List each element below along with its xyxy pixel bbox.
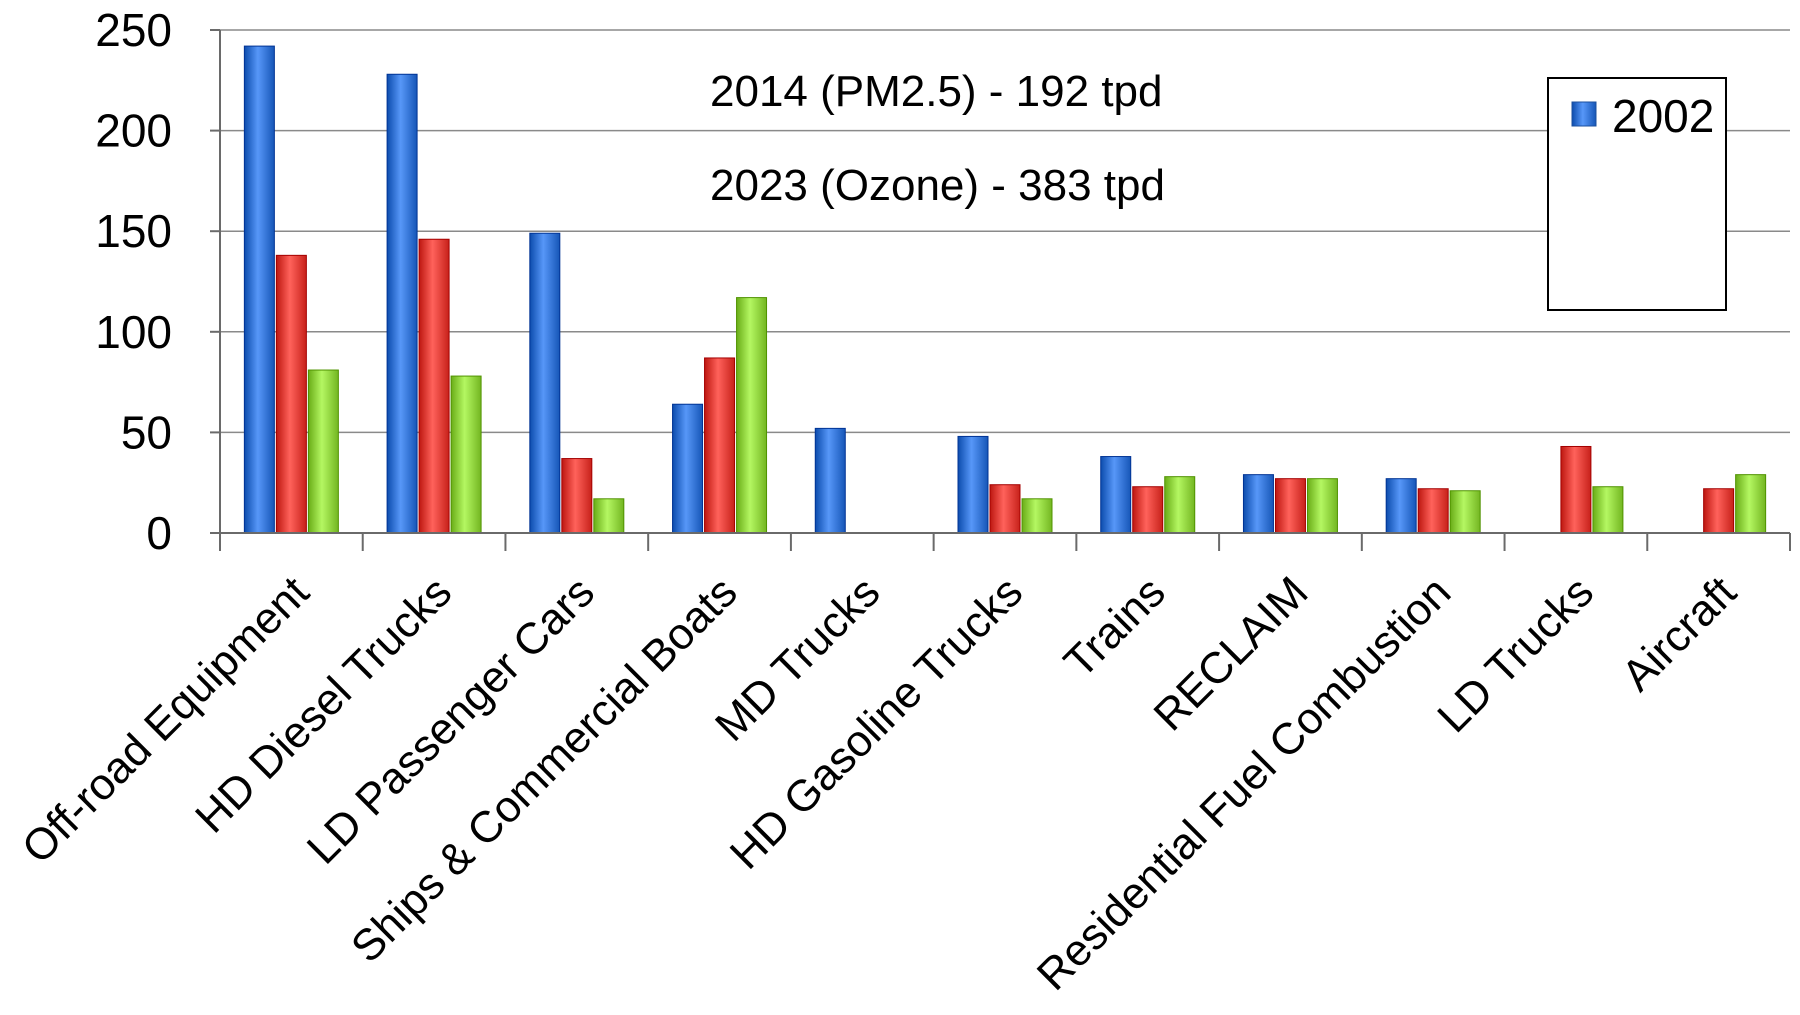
bar: [450, 375, 482, 534]
bar: [1306, 478, 1338, 534]
bar: [386, 73, 418, 534]
bar: [418, 238, 450, 534]
bar: [561, 458, 593, 534]
legend: 2002: [1547, 77, 1727, 311]
bar: [1560, 445, 1592, 534]
x-tick-label: Trains: [1055, 567, 1175, 687]
bar: [1703, 488, 1735, 534]
y-axis-ticks: 0 50 100 150 200 250: [95, 4, 172, 559]
y-tick-label: 250: [95, 4, 172, 56]
bar: [307, 369, 339, 534]
bar: [1449, 490, 1481, 534]
bars: [243, 45, 1767, 534]
bar: [529, 232, 561, 534]
bar: [704, 357, 736, 534]
legend-swatch-2002: [1571, 101, 1597, 127]
bar: [1274, 478, 1306, 534]
bar: [957, 435, 989, 534]
y-tick-label: 200: [95, 105, 172, 157]
bar: [275, 254, 307, 534]
bar: [1100, 456, 1132, 534]
bar: [1735, 474, 1767, 534]
bar: [1592, 486, 1624, 534]
bar: [1385, 478, 1417, 534]
annotations: 2014 (PM2.5) - 192 tpd 2023 (Ozone) - 38…: [710, 67, 1165, 210]
y-tick-label: 50: [121, 406, 172, 458]
annotation-pm25: 2014 (PM2.5) - 192 tpd: [710, 67, 1162, 116]
bar: [243, 45, 275, 534]
x-tick-label: LD Trucks: [1428, 567, 1603, 742]
bar: [736, 297, 768, 534]
axes: [210, 29, 1791, 551]
legend-label-2002: 2002: [1612, 90, 1714, 142]
gridlines: [220, 29, 1790, 434]
x-tick-label: HD Diesel Trucks: [186, 567, 461, 842]
bar: [1021, 498, 1053, 534]
bar: [989, 484, 1021, 534]
bar: [672, 403, 704, 534]
bar: [593, 498, 625, 534]
bar: [1132, 486, 1164, 534]
y-tick-label: 150: [95, 205, 172, 257]
bar: [1417, 488, 1449, 534]
y-tick-label: 100: [95, 306, 172, 358]
bar: [1242, 474, 1274, 534]
x-tick-label: Aircraft: [1613, 567, 1746, 700]
bar: [1164, 476, 1196, 534]
y-tick-label: 0: [146, 507, 172, 559]
annotation-ozone: 2023 (Ozone) - 383 tpd: [710, 161, 1165, 210]
bar: [814, 427, 846, 534]
